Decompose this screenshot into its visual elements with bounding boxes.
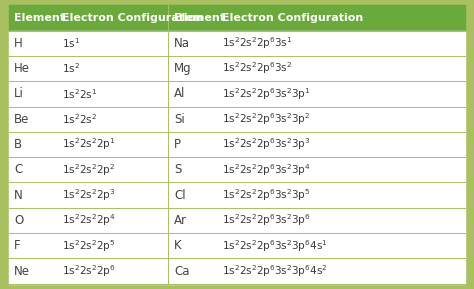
Bar — [9, 182, 465, 208]
Text: Element: Element — [14, 13, 65, 23]
Text: 1s$^2$2s$^2$2p$^6$3s$^2$3p$^1$: 1s$^2$2s$^2$2p$^6$3s$^2$3p$^1$ — [222, 86, 310, 102]
Text: B: B — [14, 138, 22, 151]
Text: Electron Configuration: Electron Configuration — [222, 13, 363, 23]
Text: Al: Al — [174, 87, 185, 100]
Text: Ca: Ca — [174, 265, 190, 278]
Bar — [9, 81, 465, 107]
Text: He: He — [14, 62, 30, 75]
Text: Cl: Cl — [174, 189, 185, 202]
Text: K: K — [174, 239, 182, 252]
Text: 1s$^2$2s$^2$2p$^6$3s$^2$3p$^2$: 1s$^2$2s$^2$2p$^6$3s$^2$3p$^2$ — [222, 111, 310, 127]
Text: O: O — [14, 214, 23, 227]
Text: Element: Element — [174, 13, 225, 23]
Text: C: C — [14, 163, 22, 176]
Bar — [9, 132, 465, 157]
Bar — [9, 107, 465, 132]
Text: H: H — [14, 37, 23, 50]
Text: S: S — [174, 163, 182, 176]
Text: Mg: Mg — [174, 62, 191, 75]
Text: 1s$^2$2s$^2$: 1s$^2$2s$^2$ — [62, 112, 97, 126]
Text: 1s$^2$2s$^2$2p$^6$3s$^2$3p$^6$4s$^2$: 1s$^2$2s$^2$2p$^6$3s$^2$3p$^6$4s$^2$ — [222, 263, 328, 279]
Text: P: P — [174, 138, 181, 151]
Text: Na: Na — [174, 37, 190, 50]
Text: 1s$^2$2s$^2$2p$^2$: 1s$^2$2s$^2$2p$^2$ — [62, 162, 115, 178]
Text: 1s$^2$2s$^1$: 1s$^2$2s$^1$ — [62, 87, 97, 101]
Text: Li: Li — [14, 87, 24, 100]
Text: 1s$^2$2s$^2$2p$^1$: 1s$^2$2s$^2$2p$^1$ — [62, 137, 115, 152]
Bar — [9, 56, 465, 81]
Text: 1s$^2$2s$^2$2p$^6$: 1s$^2$2s$^2$2p$^6$ — [62, 263, 116, 279]
Bar — [9, 31, 465, 56]
Text: Electron Configuration: Electron Configuration — [62, 13, 203, 23]
Text: 1s$^1$: 1s$^1$ — [62, 36, 80, 50]
Text: N: N — [14, 189, 23, 202]
Text: 1s$^2$2s$^2$2p$^6$3s$^2$3p$^4$: 1s$^2$2s$^2$2p$^6$3s$^2$3p$^4$ — [222, 162, 311, 178]
Text: 1s$^2$2s$^2$2p$^6$3s$^2$3p$^6$: 1s$^2$2s$^2$2p$^6$3s$^2$3p$^6$ — [222, 213, 310, 228]
Text: Ar: Ar — [174, 214, 187, 227]
Text: Be: Be — [14, 113, 29, 126]
Bar — [9, 5, 465, 31]
Bar — [9, 208, 465, 233]
Text: 1s$^2$2s$^2$2p$^6$3s$^2$3p$^5$: 1s$^2$2s$^2$2p$^6$3s$^2$3p$^5$ — [222, 187, 310, 203]
Text: 1s$^2$2s$^2$2p$^6$3s$^2$: 1s$^2$2s$^2$2p$^6$3s$^2$ — [222, 61, 292, 76]
Text: 1s$^2$2s$^2$2p$^5$: 1s$^2$2s$^2$2p$^5$ — [62, 238, 115, 254]
Text: 1s$^2$: 1s$^2$ — [62, 62, 80, 75]
Text: Si: Si — [174, 113, 185, 126]
Text: 1s$^2$2s$^2$2p$^6$3s$^2$3p$^6$4s$^1$: 1s$^2$2s$^2$2p$^6$3s$^2$3p$^6$4s$^1$ — [222, 238, 328, 254]
Bar — [9, 258, 465, 284]
Text: 1s$^2$2s$^2$2p$^6$3s$^2$3p$^3$: 1s$^2$2s$^2$2p$^6$3s$^2$3p$^3$ — [222, 137, 310, 152]
Text: F: F — [14, 239, 21, 252]
Text: 1s$^2$2s$^2$2p$^3$: 1s$^2$2s$^2$2p$^3$ — [62, 187, 115, 203]
Text: 1s$^2$2s$^2$2p$^4$: 1s$^2$2s$^2$2p$^4$ — [62, 213, 116, 228]
Bar — [9, 233, 465, 258]
Text: Ne: Ne — [14, 265, 30, 278]
Text: 1s$^2$2s$^2$2p$^6$3s$^1$: 1s$^2$2s$^2$2p$^6$3s$^1$ — [222, 35, 292, 51]
Bar — [9, 157, 465, 182]
